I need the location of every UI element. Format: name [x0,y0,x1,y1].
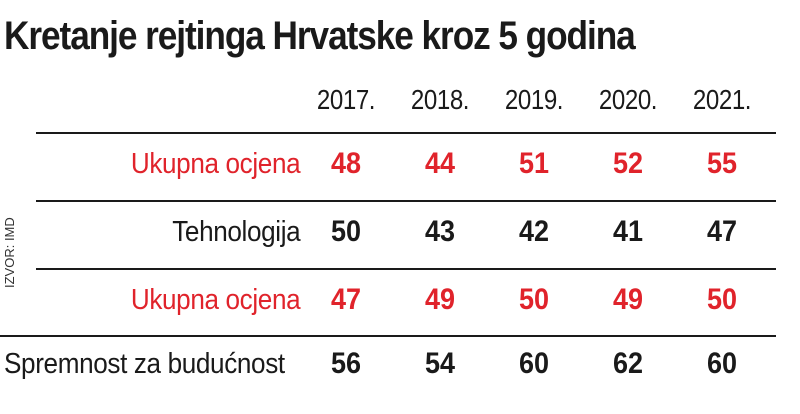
table-cell: 49 [612,283,644,316]
table-cell: 50 [518,283,550,316]
column-header-2021: 2021. [692,84,752,115]
source-label: IZVOR: IMD [2,217,17,288]
table-cell: 41 [612,215,644,248]
column-header-2019: 2019. [504,84,564,115]
table-cell: 60 [706,347,738,380]
table-cell: 49 [424,283,456,316]
table-cell: 48 [330,147,362,180]
table-cell: 52 [612,147,644,180]
row-label: Spremnost za budućnost [4,348,285,380]
row-label: Tehnologija [171,216,300,248]
row-divider [0,335,776,337]
table-cell: 50 [706,283,738,316]
row-divider [36,132,776,134]
table-cell: 43 [424,215,456,248]
table-cell: 55 [706,147,738,180]
column-header-2017: 2017. [316,84,376,115]
table-cell: 44 [424,147,456,180]
table-cell: 56 [330,347,362,380]
row-label: Ukupna ocjena [130,284,301,316]
table-cell: 54 [424,347,456,380]
table-cell: 42 [518,215,550,248]
table-cell: 51 [518,147,550,180]
chart-title: Kretanje rejtinga Hrvatske kroz 5 godina [4,14,636,58]
column-header-2018: 2018. [410,84,470,115]
table-cell: 50 [330,215,362,248]
row-label: Ukupna ocjena [130,148,301,180]
table-cell: 47 [330,283,362,316]
column-header-2020: 2020. [598,84,658,115]
row-divider [36,268,776,270]
table-cell: 62 [612,347,644,380]
table-cell: 60 [518,347,550,380]
table-cell: 47 [706,215,738,248]
row-divider [36,200,776,202]
